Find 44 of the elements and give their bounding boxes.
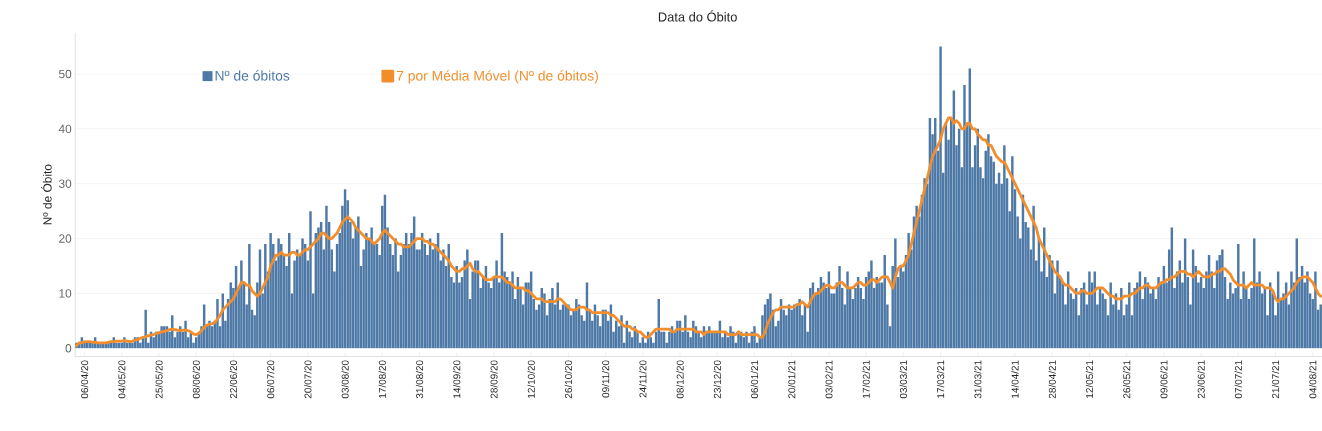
x-tick-label: 12/05/21 bbox=[1085, 360, 1094, 398]
x-tick-label: 17/08/20 bbox=[378, 360, 386, 398]
y-tick-label: 40 bbox=[58, 124, 72, 133]
x-tick-label: 04/05/20 bbox=[118, 360, 126, 399]
y-tick-label: 50 bbox=[58, 69, 72, 79]
x-tick-label: 25/05/20 bbox=[155, 360, 163, 399]
x-tick-label: 20/01/21 bbox=[788, 360, 796, 399]
x-tick-label: 26/10/20 bbox=[564, 360, 573, 399]
legend-label: 7 por Média Móvel (Nº de óbitos) bbox=[396, 70, 598, 84]
x-tick-label: 06/07/20 bbox=[266, 360, 275, 399]
y-tick-label: 10 bbox=[59, 289, 72, 298]
x-tick-label: 17/02/21 bbox=[862, 360, 870, 398]
x-tick-label: 26/05/21 bbox=[1123, 360, 1131, 399]
x-tick-label: 06/04/20 bbox=[80, 360, 89, 399]
x-tick-label: 14/04/21 bbox=[1011, 360, 1019, 398]
y-tick-label: 20 bbox=[59, 234, 72, 243]
x-tick-label: 31/03/21 bbox=[974, 360, 982, 399]
x-tick-label: 31/08/20 bbox=[415, 360, 424, 399]
x-tick-label: 12/10/20 bbox=[527, 360, 535, 398]
x-tick-label: 09/06/21 bbox=[1160, 360, 1168, 399]
x-tick-label: 09/11/20 bbox=[601, 360, 610, 398]
x-tick-label: 23/12/20 bbox=[713, 360, 721, 399]
x-tick-label: 28/09/20 bbox=[490, 360, 498, 399]
y-axis-title: Nº de Óbito bbox=[41, 164, 52, 225]
x-tick-label: 14/09/20 bbox=[453, 360, 461, 398]
x-tick-label: 07/07/21 bbox=[1234, 360, 1242, 399]
x-tick-label: 06/01/21 bbox=[750, 360, 759, 399]
y-tick-label: 0 bbox=[65, 343, 72, 353]
x-tick-label: 03/08/20 bbox=[341, 360, 349, 399]
chart-title: Data do Óbito bbox=[658, 10, 737, 22]
x-tick-label: 24/11/20 bbox=[639, 360, 647, 398]
y-tick-label: 30 bbox=[58, 179, 72, 188]
x-tick-label: 22/06/20 bbox=[229, 360, 238, 399]
x-tick-label: 04/08/21 bbox=[1309, 360, 1317, 399]
legend-label: Nº de óbitos bbox=[215, 70, 290, 81]
x-tick-label: 08/12/20 bbox=[676, 360, 684, 399]
x-tick-label: 20/07/20 bbox=[304, 360, 312, 399]
x-tick-label: 03/03/21 bbox=[899, 360, 907, 399]
x-tick-label: 08/06/20 bbox=[192, 360, 200, 399]
x-tick-label: 21/07/21 bbox=[1271, 360, 1280, 399]
x-tick-label: 03/02/21 bbox=[825, 360, 833, 399]
x-tick-label: 23/06/21 bbox=[1197, 360, 1205, 399]
x-tick-label: 28/04/21 bbox=[1048, 360, 1056, 399]
x-tick-label: 17/03/21 bbox=[936, 360, 945, 398]
